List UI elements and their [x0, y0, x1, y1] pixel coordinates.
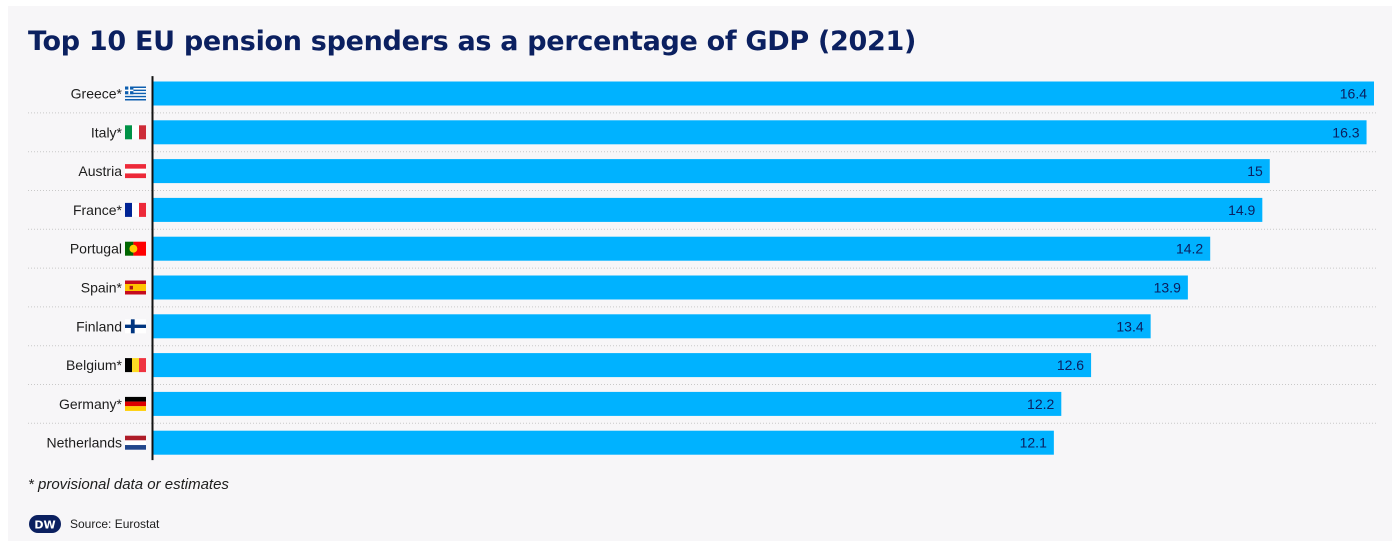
netherlands-flag-icon	[125, 435, 146, 450]
data-label: 12.1	[1020, 435, 1047, 451]
bar	[153, 81, 1374, 106]
bar-chart: 16.4 Greece* 16.3 Italy* 15 Austria 14.9 France…	[28, 76, 1378, 461]
category-label: France*	[73, 202, 123, 218]
category-label: Greece*	[71, 86, 123, 102]
italy-flag-icon	[125, 125, 146, 140]
svg-text:DW: DW	[34, 519, 55, 532]
footnote: * provisional data or estimates	[28, 476, 229, 493]
data-label: 12.2	[1027, 396, 1054, 412]
bar	[153, 275, 1188, 300]
category-label: Germany*	[59, 396, 123, 412]
category-label: Netherlands	[47, 435, 123, 451]
data-label: 14.9	[1228, 202, 1255, 218]
bar	[153, 391, 1062, 416]
category-label: Portugal	[70, 241, 122, 257]
spain-flag-icon	[125, 280, 146, 295]
category-label: Austria	[78, 163, 122, 179]
bar	[153, 353, 1092, 378]
data-label: 13.4	[1116, 318, 1143, 334]
france-flag-icon	[125, 202, 146, 217]
chart-card: Top 10 EU pension spenders as a percenta…	[8, 6, 1392, 541]
source-text: Source: Eurostat	[70, 517, 160, 531]
bar	[153, 430, 1054, 455]
germany-flag-icon	[125, 396, 146, 411]
data-label: 16.4	[1340, 86, 1367, 102]
category-label: Belgium*	[66, 357, 123, 373]
bar	[153, 120, 1367, 145]
category-label: Spain*	[81, 280, 123, 296]
category-label: Italy*	[91, 124, 123, 140]
bar	[153, 236, 1211, 261]
data-label: 16.3	[1332, 124, 1359, 140]
portugal-flag-icon	[125, 241, 146, 256]
category-label: Finland	[76, 318, 122, 334]
chart-title: Top 10 EU pension spenders as a percenta…	[28, 26, 917, 57]
data-label: 14.2	[1176, 241, 1203, 257]
data-label: 15	[1247, 163, 1263, 179]
bar	[153, 197, 1263, 222]
dw-logo-icon: DW	[29, 515, 61, 533]
belgium-flag-icon	[125, 358, 146, 373]
bar	[153, 159, 1270, 184]
bar	[153, 314, 1151, 339]
finland-flag-icon	[125, 319, 146, 334]
greece-flag-icon	[125, 86, 146, 101]
data-label: 12.6	[1057, 357, 1084, 373]
austria-flag-icon	[125, 164, 146, 179]
source-row: DW Source: Eurostat	[28, 514, 159, 534]
data-label: 13.9	[1154, 280, 1181, 296]
